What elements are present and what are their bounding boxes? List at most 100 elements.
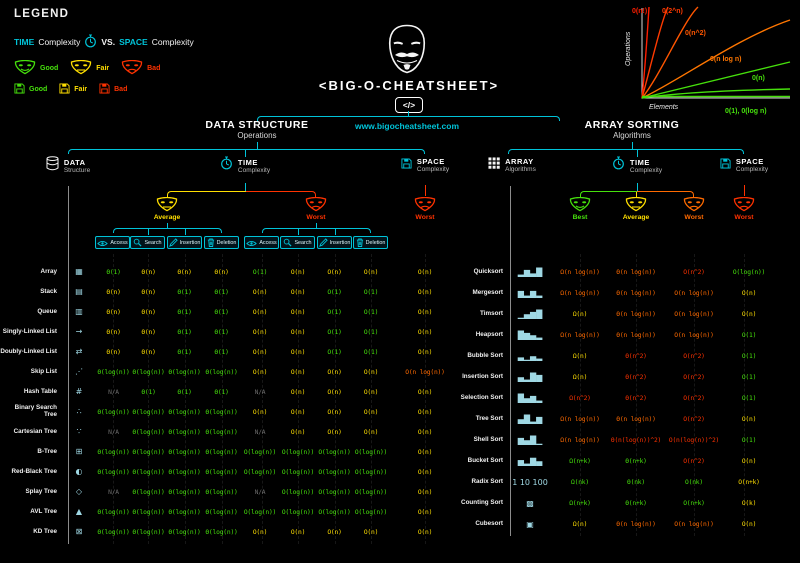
curve-o-n-log-n (641, 19, 791, 99)
row-label: KD Tree (33, 527, 57, 535)
chart-axes (641, 8, 790, 99)
row-label: Doubly-Linked List (0, 347, 57, 355)
complexity-value: Θ(n log(n)) (616, 290, 656, 297)
complexity-value: O(1) (327, 308, 342, 316)
complexity-value: Θ(n+k) (625, 500, 647, 507)
worst-ops-drop-3 (335, 229, 336, 235)
search-icon (283, 234, 292, 252)
red-black-tree-icon: ◐ (75, 467, 83, 476)
complexity-value: O(k) (741, 500, 757, 507)
legend-space-complexity: Complexity (151, 37, 194, 47)
complexity-value: Θ(log(n)) (168, 368, 201, 376)
complexity-value: Θ(log(n)) (168, 528, 201, 536)
site-link[interactable]: www.bigocheatsheet.com (354, 121, 460, 131)
column-subtitle-algorithms: Algorithms (505, 166, 536, 173)
row-label: Counting Sort (461, 499, 503, 507)
complexity-value: O(n) (363, 528, 379, 536)
right-average-mask-icon (625, 196, 647, 217)
complexity-value: Θ(nk) (627, 479, 645, 486)
row-label: Timsort (480, 310, 503, 318)
right-fork-average-drop (636, 192, 637, 197)
complexity-value: Θ(log(n)) (205, 408, 238, 416)
complexity-value: Θ(n log(n)) (616, 416, 656, 423)
complexity-value: Θ(log(n)) (205, 528, 238, 536)
complexity-value: O(n) (417, 468, 433, 476)
table-row: Singly-Linked List → Θ(n) Θ(n) Θ(1) Θ(1) O(n… (0, 322, 461, 342)
op-box-deletion-worst: Deletion (353, 236, 388, 249)
complexity-value: Θ(log(n)) (168, 428, 201, 436)
quicksort-icon: ▂▆▃█ (517, 267, 543, 277)
array-icon (488, 156, 500, 174)
complexity-value: O(n) (252, 308, 268, 316)
row-label: Mergesort (472, 289, 503, 297)
complexity-value: O(n) (741, 311, 757, 318)
section-title-array-sorting: ARRAY SORTING (584, 119, 680, 131)
complexity-value: O(n^2) (683, 458, 705, 465)
row-label: Stack (40, 287, 57, 295)
complexity-value: Ω(n log(n)) (560, 416, 600, 423)
table-row: Hash Table # N/A Θ(1) Θ(1) Θ(1) N/A O(n) O(n) O… (0, 382, 461, 402)
op-label-search: Search (294, 239, 312, 246)
complexity-value: O(n) (290, 268, 306, 276)
selection-sort-icon: █▄▆▂ (517, 393, 543, 403)
column-guide (185, 254, 186, 544)
column-guide (113, 254, 114, 544)
row-label: Singly-Linked List (2, 327, 57, 335)
best-label: Best (572, 214, 588, 221)
label-o-n-log-n: 0(n log n) (710, 56, 742, 63)
complexity-value: O(n) (290, 528, 306, 536)
complexity-value: Θ(log(n)) (168, 448, 201, 456)
complexity-value: Θ(n) (177, 268, 192, 276)
left-average-label: Average (153, 214, 181, 221)
sorting-algorithms-table: Quicksort ▂▆▃█ Ω(n log(n)) Θ(n log(n)) O(n… (455, 262, 800, 535)
database-icon (46, 156, 59, 176)
column-title-time: TIME (629, 157, 650, 167)
table-row: Red-Black Tree ◐ Θ(log(n)) Θ(log(n)) Θ(log… (0, 462, 461, 482)
right-tree-bracket (508, 149, 744, 154)
complexity-value: O(1) (327, 288, 342, 296)
complexity-value: Θ(log(n)) (132, 428, 165, 436)
column-subtitle-complexity: Complexity (237, 166, 271, 174)
table-row: KD Tree ⊠ Θ(log(n)) Θ(log(n)) Θ(log(n)) Θ(l… (0, 522, 461, 542)
table-row: Splay Tree ◇ N/A Θ(log(n)) Θ(log(n)) Θ(log(… (0, 482, 461, 502)
right-average-label: Average (622, 214, 650, 221)
complexity-value: O(n) (363, 428, 379, 436)
column-title-time: TIME (237, 157, 258, 167)
complexity-value: O(n) (363, 268, 379, 276)
complexity-value: Θ(log(n)) (168, 488, 201, 496)
main-bracket-stub (408, 111, 409, 116)
label-o-n-factorial: 0(n!) (632, 8, 647, 15)
table-row: Cubesort ▣ Ω(n) Θ(n log(n)) O(n log(n)) O(n… (455, 514, 800, 535)
complexity-value: O(log(n)) (318, 468, 351, 476)
complexity-value: Ω(n log(n)) (560, 290, 600, 297)
complexity-value: O(log(n)) (281, 508, 315, 516)
complexity-value: Ω(nk) (571, 479, 589, 486)
bucket-sort-icon: ▅▂▇▄ (517, 456, 543, 466)
complexity-value: O(n) (417, 448, 433, 456)
floppy-icon (401, 156, 412, 174)
column-title-space: SPACE (735, 157, 764, 166)
column-guide (335, 254, 336, 544)
worst-ops-drop-2 (298, 229, 299, 235)
legend-disk-fair-label: Fair (74, 86, 88, 93)
b-tree-icon: ⊞ (75, 447, 83, 456)
worst-ops-bracket (262, 228, 371, 233)
complexity-value: O(n log(n)) (674, 311, 714, 318)
complexity-value: O(n) (290, 428, 306, 436)
complexity-value: O(1) (741, 353, 757, 360)
column-guide (580, 254, 581, 536)
row-label: Bubble Sort (467, 352, 503, 360)
tree-sort-icon: ▄█▂▆ (517, 414, 543, 424)
y-axis-label: Operations (625, 31, 632, 66)
complexity-value: Ω(n log(n)) (560, 437, 600, 444)
column-subtitle-complexity: Complexity (629, 166, 663, 174)
complexity-value: O(n log(n)) (674, 290, 714, 297)
complexity-value: Θ(n) (141, 348, 156, 356)
complexity-value: O(log(n)) (243, 468, 277, 476)
curve-o-2-pow-n (641, 6, 669, 99)
op-box-deletion-average: Deletion (204, 236, 239, 249)
complexity-value: Θ(n log(n)) (616, 269, 656, 276)
complexity-value: Θ(log(n)) (205, 508, 238, 516)
right-tree-stub (632, 142, 633, 149)
complexity-value: N/A (254, 488, 266, 496)
